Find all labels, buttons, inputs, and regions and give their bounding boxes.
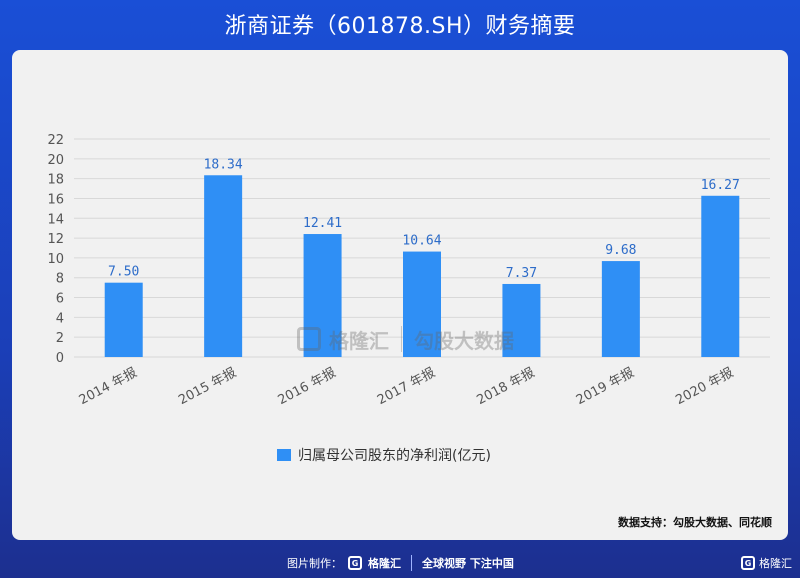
footer-corner-logo: G 格隆汇: [741, 553, 792, 573]
footer-credit: 图片制作： G 格隆汇 全球视野 下注中国: [287, 553, 514, 573]
y-tick-label: 6: [56, 292, 64, 307]
bar: [502, 283, 541, 357]
y-tick-label: 4: [56, 311, 64, 326]
bar: [701, 195, 740, 357]
y-tick-label: 8: [56, 272, 64, 287]
x-tick-label: 2019 年报: [574, 365, 637, 408]
bar: [104, 282, 143, 357]
data-label: 12.41: [303, 216, 342, 231]
data-label: 18.34: [204, 157, 243, 172]
bar: [403, 251, 441, 357]
bar: [303, 234, 342, 357]
footer-slogan: 全球视野 下注中国: [422, 557, 514, 570]
y-tick-label: 12: [47, 232, 64, 247]
gelonghui-corner-logo-icon: G: [741, 556, 755, 570]
x-tick-label: 2018 年报: [474, 365, 537, 408]
y-tick-label: 10: [47, 252, 64, 267]
footer-made-by: 图片制作：: [287, 557, 342, 570]
page-title: 浙商证券（601878.SH）财务摘要: [224, 14, 576, 39]
x-tick-label: 2016 年报: [276, 365, 339, 408]
legend-label: 归属母公司股东的净利润(亿元): [298, 447, 491, 464]
y-tick-label: 14: [47, 212, 64, 227]
footer-divider: [411, 555, 412, 571]
y-tick-label: 16: [47, 192, 64, 207]
data-label: 7.50: [108, 265, 139, 280]
data-label: 10.64: [402, 234, 441, 249]
x-tick-label: 2017 年报: [375, 365, 438, 408]
data-label: 9.68: [605, 243, 636, 258]
chart-panel: 0 2 4 6 8 10 12 14 16 18 20 22 7.50 2014 年报 18.34 2015 …: [12, 50, 788, 540]
gelonghui-logo-icon: [297, 327, 321, 351]
data-label: 7.37: [506, 266, 537, 281]
gelonghui-logo-icon: G: [348, 556, 362, 570]
watermark-right-text: 勾股大数据: [414, 328, 514, 353]
legend-swatch: [277, 449, 291, 461]
y-tick-label: 2: [56, 331, 64, 346]
bar: [601, 261, 640, 357]
bar: [204, 175, 243, 357]
footer: 图片制作： G 格隆汇 全球视野 下注中国 G 格隆汇: [0, 548, 800, 578]
watermark: 格隆汇 勾股大数据: [297, 322, 514, 356]
data-label: 16.27: [701, 178, 740, 193]
data-source-note: 数据支持：勾股大数据、同花顺: [618, 516, 772, 529]
footer-corner-brand: 格隆汇: [759, 557, 792, 570]
footer-brand: 格隆汇: [368, 557, 401, 570]
watermark-left-text: 格隆汇: [329, 328, 389, 353]
x-tick-label: 2014 年报: [77, 365, 140, 408]
y-tick-label: 18: [47, 173, 64, 188]
y-tick-label: 0: [56, 351, 64, 366]
y-tick-label: 22: [47, 133, 64, 148]
y-tick-label: 20: [47, 153, 64, 168]
x-tick-label: 2020 年报: [673, 365, 736, 408]
x-tick-label: 2015 年报: [176, 365, 239, 408]
watermark-divider: [401, 326, 402, 352]
bar-chart: 0 2 4 6 8 10 12 14 16 18 20 22 7.50 2014 年报 18.34 2015 …: [47, 133, 770, 464]
